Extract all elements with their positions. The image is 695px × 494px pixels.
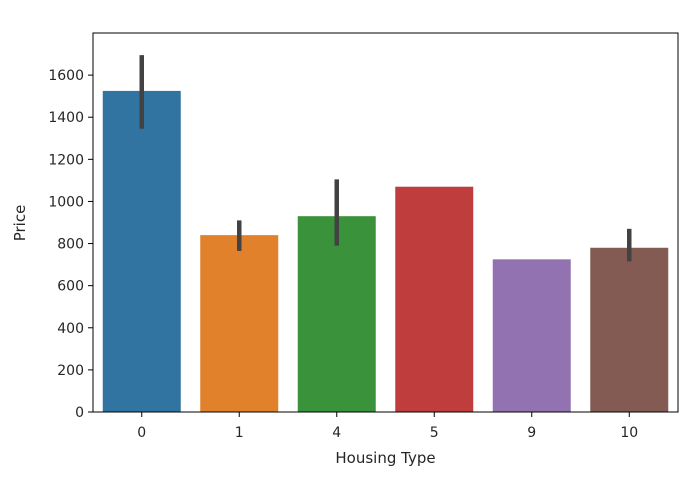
y-axis-label: Price — [11, 205, 29, 242]
y-tick-label-1400: 1400 — [48, 110, 84, 126]
x-tick-label-0: 0 — [137, 425, 146, 441]
y-tick-label-400: 400 — [57, 321, 84, 337]
bar-10 — [590, 247, 669, 412]
y-tick-label-800: 800 — [57, 237, 84, 253]
x-tick-label-10: 10 — [620, 425, 638, 441]
y-tick-label-1000: 1000 — [48, 194, 84, 210]
y-tick-label-200: 200 — [57, 363, 84, 379]
y-tick-label-1200: 1200 — [48, 152, 84, 168]
bar-1 — [200, 235, 279, 412]
bar-5 — [395, 186, 474, 412]
bar-4 — [297, 216, 376, 412]
x-tick-label-9: 9 — [527, 425, 536, 441]
error-bars-group — [139, 55, 632, 262]
bar-0 — [102, 90, 181, 413]
y-tick-label-0: 0 — [75, 405, 84, 421]
bars-group — [102, 90, 669, 413]
x-tick-label-1: 1 — [235, 425, 244, 441]
y-tick-label-1600: 1600 — [48, 68, 84, 84]
x-tick-label-4: 4 — [332, 425, 341, 441]
y-axis: 0 200 400 600 800 1000 1200 1400 1600 — [48, 68, 93, 421]
x-tick-label-5: 5 — [430, 425, 439, 441]
plot-frame — [92, 32, 679, 413]
x-axis: 0 1 4 5 9 10 — [137, 412, 638, 441]
y-tick-label-600: 600 — [57, 279, 84, 295]
bar-9 — [492, 259, 571, 412]
x-axis-label: Housing Type — [335, 449, 435, 467]
